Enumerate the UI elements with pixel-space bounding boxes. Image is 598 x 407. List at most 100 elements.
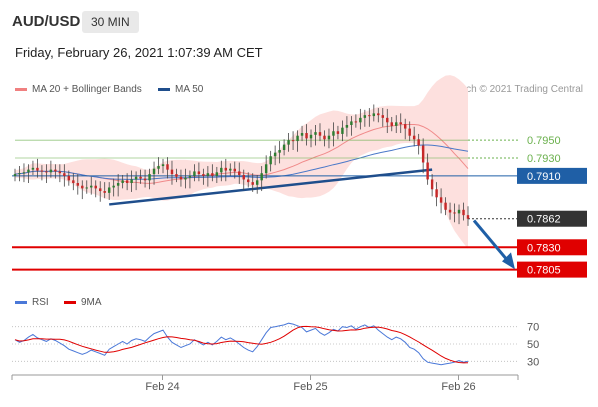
candle-body bbox=[184, 177, 187, 180]
forecast-arrow-head bbox=[502, 252, 515, 270]
candle-body bbox=[134, 176, 138, 180]
candle-body bbox=[291, 140, 295, 142]
candle-body bbox=[282, 144, 286, 150]
candle-body bbox=[45, 171, 48, 173]
symbol-title: AUD/USD bbox=[12, 13, 81, 30]
candle-body bbox=[49, 169, 53, 173]
candle-body bbox=[148, 174, 151, 181]
candle-body bbox=[386, 117, 389, 123]
level-box-0.7910 bbox=[517, 167, 587, 184]
candle-body bbox=[81, 185, 84, 189]
candle-body bbox=[421, 145, 425, 163]
candle-body bbox=[377, 113, 380, 116]
candle-body bbox=[430, 179, 434, 190]
candle-body bbox=[435, 189, 438, 198]
candle-body bbox=[211, 173, 214, 176]
candle-body bbox=[224, 167, 228, 171]
candle-body bbox=[332, 131, 335, 136]
candle-body bbox=[18, 173, 21, 175]
candle-body bbox=[305, 133, 308, 139]
candle-body bbox=[27, 169, 30, 173]
rsi-tick-30: 30 bbox=[527, 356, 539, 368]
candle-body bbox=[462, 209, 465, 216]
level-label-0.7910: 0.7910 bbox=[527, 171, 561, 183]
candle-body bbox=[215, 172, 219, 176]
candle-body bbox=[58, 171, 62, 174]
candle-body bbox=[448, 209, 452, 213]
candle-body bbox=[206, 173, 210, 176]
candle-body bbox=[278, 149, 281, 153]
candle-body bbox=[399, 122, 402, 125]
ma50-label: MA 50 bbox=[175, 84, 204, 95]
ma50-swatch bbox=[158, 87, 170, 91]
candle-body bbox=[170, 169, 174, 175]
candle-body bbox=[381, 115, 385, 118]
candle-body bbox=[426, 162, 429, 180]
candle-body bbox=[13, 174, 17, 176]
candle-body bbox=[229, 168, 232, 171]
ma20-swatch bbox=[15, 87, 27, 91]
candle-body bbox=[412, 135, 416, 140]
legend-rsi-ma: 9MA bbox=[64, 297, 102, 308]
level-label-0.7805: 0.7805 bbox=[527, 265, 561, 277]
ma20-label: MA 20 + Bollinger Bands bbox=[32, 84, 142, 95]
candle-body bbox=[31, 167, 35, 170]
candle-body bbox=[363, 115, 367, 118]
candle-body bbox=[247, 179, 250, 183]
candle-body bbox=[453, 212, 456, 214]
x-tick-label: Feb 25 bbox=[293, 381, 327, 393]
candle-body bbox=[359, 117, 362, 123]
candle-body bbox=[90, 185, 93, 188]
x-tick-label: Feb 24 bbox=[145, 381, 179, 393]
candle-body bbox=[161, 164, 165, 167]
x-tick-label: Feb 26 bbox=[441, 381, 475, 393]
candle-body bbox=[139, 176, 142, 179]
candle-body bbox=[269, 156, 272, 165]
candle-body bbox=[372, 113, 376, 117]
timeframe-badge[interactable]: 30 MIN bbox=[82, 11, 139, 33]
rsi-ma-line bbox=[14, 325, 469, 364]
candle-body bbox=[318, 132, 322, 136]
forecast-arrow-shaft bbox=[472, 219, 512, 265]
datetime-label: Friday, February 26, 2021 1:07:39 AM CET bbox=[15, 45, 263, 60]
candle-body bbox=[202, 174, 205, 176]
level-label-0.7830: 0.7830 bbox=[527, 242, 561, 254]
rsi-label: RSI bbox=[32, 297, 49, 308]
candle-body bbox=[233, 168, 236, 172]
candle-body bbox=[390, 122, 393, 126]
level-label-0.7950: 0.7950 bbox=[527, 135, 561, 147]
legend-rsi: RSI bbox=[15, 297, 49, 308]
candle-body bbox=[121, 180, 124, 184]
candle-body bbox=[341, 127, 344, 134]
candle-body bbox=[296, 135, 299, 142]
candle-body bbox=[395, 122, 398, 126]
candle-body bbox=[242, 174, 245, 180]
candle-body bbox=[179, 176, 183, 180]
candle-body bbox=[273, 152, 277, 157]
candle-body bbox=[116, 183, 120, 186]
rsi-swatch bbox=[15, 300, 27, 304]
candle-body bbox=[255, 180, 259, 185]
candle-body bbox=[130, 179, 133, 184]
candle-body bbox=[152, 168, 156, 175]
candle-body bbox=[98, 188, 102, 192]
candle-body bbox=[197, 171, 201, 175]
candle-body bbox=[408, 128, 411, 136]
candle-body bbox=[112, 185, 115, 188]
candle-body bbox=[251, 182, 254, 185]
candle-body bbox=[143, 178, 147, 181]
candle-body bbox=[103, 191, 106, 193]
legend-ma20: MA 20 + Bollinger Bands bbox=[15, 84, 142, 95]
candle-body bbox=[63, 173, 66, 176]
rsi-tick-70: 70 bbox=[527, 322, 539, 334]
candle-body bbox=[36, 167, 39, 171]
candle-body bbox=[300, 133, 304, 136]
candle-body bbox=[345, 124, 349, 128]
candle-body bbox=[54, 169, 57, 172]
candle-body bbox=[193, 171, 196, 176]
candle-body bbox=[466, 215, 470, 219]
candle-body bbox=[76, 183, 80, 186]
candle-body bbox=[444, 202, 447, 210]
level-box-0.7862 bbox=[517, 210, 587, 227]
